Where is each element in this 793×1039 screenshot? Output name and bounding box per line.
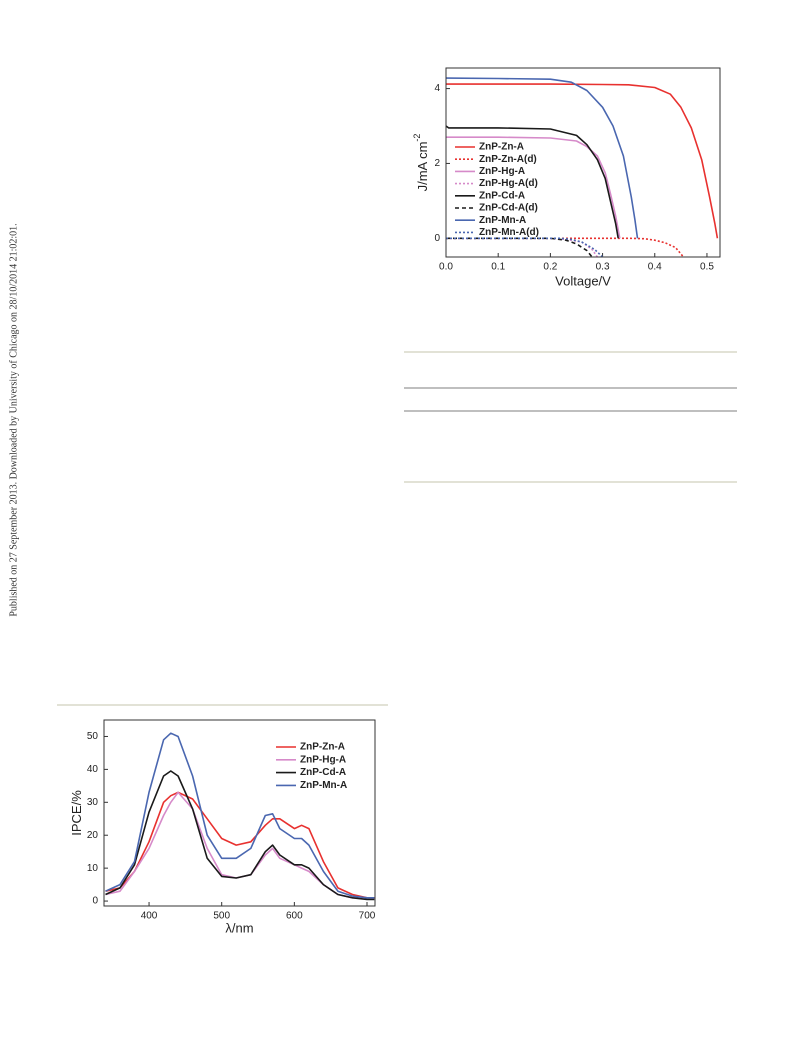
x-axis-label: Voltage/V	[555, 273, 611, 288]
series-line	[105, 770, 375, 901]
legend-label: ZnP-Hg-A	[300, 754, 346, 765]
plot-frame	[103, 719, 376, 907]
legend-label: ZnP-Zn-A(d)	[479, 154, 537, 165]
series-line	[446, 237, 685, 257]
legend-label: ZnP-Cd-A	[300, 767, 346, 778]
legend-label: ZnP-Mn-A	[300, 780, 347, 791]
series-line	[446, 83, 719, 239]
y-axis-label-text: J/mA cm	[415, 142, 430, 192]
x-tick-label: 0.4	[648, 262, 662, 273]
y-axis-label: IPCE/%	[69, 790, 84, 836]
series-line	[446, 237, 604, 257]
x-tick-label: 400	[141, 911, 158, 922]
y-tick-label: 0	[92, 896, 98, 907]
series-line	[446, 237, 599, 257]
x-tick-label: 0.3	[596, 262, 610, 273]
y-axis-label-sup: -2	[412, 134, 422, 142]
y-axis-label-text: IPCE/%	[69, 790, 84, 836]
legend-label: ZnP-Hg-A	[479, 166, 525, 177]
series-line	[446, 125, 619, 239]
legend-label: ZnP-Zn-A	[479, 142, 524, 153]
x-tick-label: 0.1	[491, 262, 505, 273]
plot-frame	[445, 67, 721, 258]
legend-label: ZnP-Mn-A	[479, 215, 526, 226]
y-axis-label: J/mA cm-2	[412, 134, 430, 192]
x-tick-label: 700	[359, 911, 376, 922]
y-tick-label: 10	[87, 863, 99, 874]
x-tick-label: 0.0	[439, 262, 453, 273]
legend-label: ZnP-Zn-A	[300, 742, 345, 753]
y-tick-label: 2	[434, 158, 440, 169]
series-line	[105, 732, 375, 899]
x-tick-label: 600	[286, 911, 303, 922]
y-tick-label: 50	[87, 731, 99, 742]
series-line	[105, 791, 375, 899]
y-tick-label: 4	[434, 83, 440, 94]
legend-label: ZnP-Hg-A(d)	[479, 178, 538, 189]
y-tick-label: 40	[87, 764, 99, 775]
y-tick-label: 30	[87, 797, 99, 808]
legend-label: ZnP-Mn-A(d)	[479, 227, 539, 238]
series-line	[446, 237, 593, 257]
series-line	[446, 77, 639, 239]
y-tick-label: 0	[434, 233, 440, 244]
x-axis-label: λ/nm	[225, 920, 253, 935]
x-tick-label: 500	[213, 911, 230, 922]
y-tick-label: 20	[87, 830, 99, 841]
legend-label: ZnP-Cd-A(d)	[479, 203, 538, 214]
x-tick-label: 0.2	[543, 262, 557, 273]
x-tick-label: 0.5	[700, 262, 714, 273]
side-note: Published on 27 September 2013. Download…	[8, 223, 19, 616]
legend-label: ZnP-Cd-A	[479, 190, 525, 201]
